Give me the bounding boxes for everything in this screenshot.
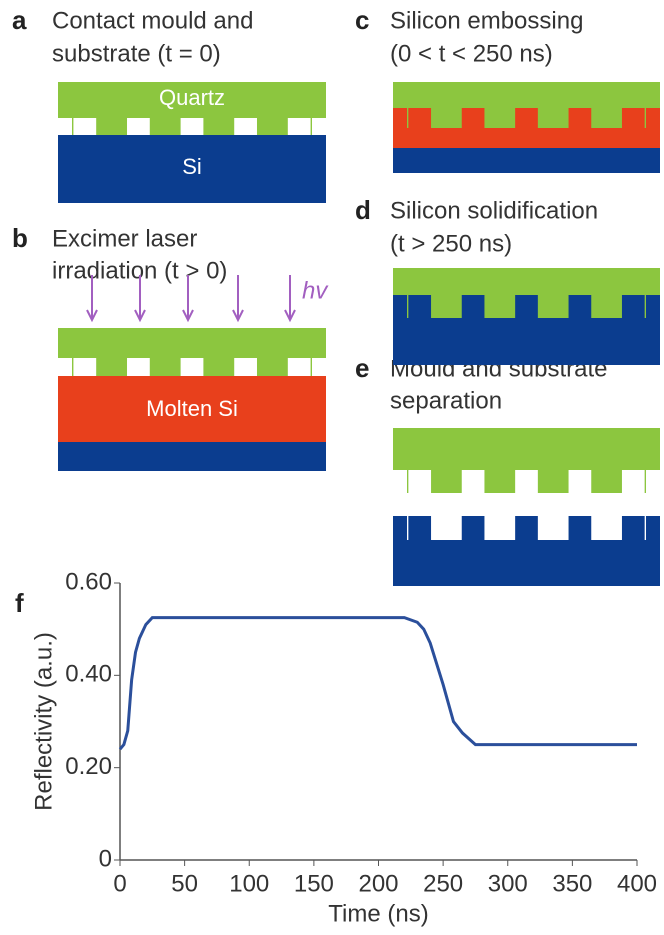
x-axis-label: Time (ns) bbox=[328, 900, 428, 927]
quartz-plate bbox=[58, 328, 326, 358]
quartz-tooth bbox=[72, 117, 73, 135]
y-axis-label: Reflectivity (a.u.) bbox=[30, 632, 57, 811]
y-tick-label: 0.60 bbox=[65, 568, 112, 595]
y-tick-label: 0 bbox=[99, 845, 112, 872]
quartz-tooth bbox=[257, 357, 288, 376]
x-tick-label: 100 bbox=[229, 870, 269, 897]
quartz-tooth bbox=[96, 357, 127, 376]
molten-label: Molten Si bbox=[146, 396, 238, 421]
quartz-tooth bbox=[484, 294, 515, 318]
quartz-tooth bbox=[150, 357, 181, 376]
x-tick-label: 150 bbox=[294, 870, 334, 897]
quartz-tooth bbox=[645, 107, 646, 128]
panel-letter: c bbox=[355, 5, 369, 35]
quartz-tooth bbox=[645, 294, 646, 318]
x-tick-label: 400 bbox=[617, 870, 657, 897]
si-bump bbox=[515, 516, 538, 541]
quartz-tooth bbox=[591, 107, 622, 128]
panel-text: Silicon solidification bbox=[390, 197, 598, 224]
panel-text: (0 < t < 250 ns) bbox=[390, 40, 553, 67]
quartz-tooth bbox=[203, 357, 234, 376]
si-label: Si bbox=[182, 154, 202, 179]
quartz-tooth bbox=[591, 469, 622, 493]
si-bump bbox=[408, 516, 431, 541]
quartz-tooth bbox=[407, 294, 408, 318]
panel-text: Excimer laser bbox=[52, 225, 197, 252]
quartz-tooth bbox=[257, 117, 288, 135]
quartz-tooth bbox=[150, 117, 181, 135]
quartz-tooth bbox=[407, 107, 408, 128]
quartz-tooth bbox=[431, 107, 462, 128]
quartz-tooth bbox=[311, 117, 312, 135]
panel-letter: e bbox=[355, 353, 369, 383]
quartz-tooth bbox=[538, 469, 569, 493]
panel-letter: f bbox=[15, 588, 24, 618]
y-tick-label: 0.40 bbox=[65, 661, 112, 688]
data-line bbox=[120, 618, 637, 750]
si-substrate bbox=[393, 148, 660, 173]
diagrams bbox=[58, 82, 660, 586]
quartz-tooth bbox=[431, 469, 462, 493]
x-tick-label: 350 bbox=[552, 870, 592, 897]
si-bump bbox=[646, 516, 660, 541]
panel-text: Contact mould and bbox=[52, 7, 253, 34]
panel-text: separation bbox=[390, 387, 502, 414]
si-substrate bbox=[58, 442, 326, 471]
quartz-plate bbox=[393, 428, 660, 470]
si-bump bbox=[393, 516, 407, 541]
quartz-tooth bbox=[538, 107, 569, 128]
panel-letter: d bbox=[355, 195, 371, 225]
x-tick-label: 200 bbox=[358, 870, 398, 897]
quartz-tooth bbox=[72, 357, 73, 376]
quartz-tooth bbox=[645, 469, 646, 493]
quartz-plate bbox=[393, 82, 660, 108]
quartz-tooth bbox=[484, 469, 515, 493]
panel-text: Silicon embossing bbox=[390, 7, 583, 34]
quartz-label: Quartz bbox=[159, 85, 225, 110]
si-bump bbox=[622, 516, 645, 541]
panel-letter: b bbox=[12, 223, 28, 253]
figure: a Contact mould and substrate (t = 0) b … bbox=[0, 0, 664, 935]
x-tick-label: 250 bbox=[423, 870, 463, 897]
quartz-tooth bbox=[538, 294, 569, 318]
x-tick-label: 300 bbox=[488, 870, 528, 897]
quartz-tooth bbox=[484, 107, 515, 128]
quartz-tooth bbox=[96, 117, 127, 135]
panel-letter: a bbox=[12, 5, 27, 35]
hv-label: hv bbox=[302, 277, 329, 304]
y-tick-label: 0.20 bbox=[65, 753, 112, 780]
panel-text: (t > 250 ns) bbox=[390, 230, 512, 257]
quartz-tooth bbox=[431, 294, 462, 318]
quartz-tooth bbox=[311, 357, 312, 376]
chart: 0 0.20 0.40 0.60 0 50 100 150 200 250 300 350 400 Tim… bbox=[30, 568, 657, 927]
quartz-plate bbox=[393, 268, 660, 295]
panel-text: substrate (t = 0) bbox=[52, 40, 221, 67]
x-tick-label: 0 bbox=[113, 870, 126, 897]
quartz-tooth bbox=[203, 117, 234, 135]
si-bump bbox=[569, 516, 592, 541]
x-tick-label: 50 bbox=[171, 870, 198, 897]
quartz-tooth bbox=[591, 294, 622, 318]
si-bump bbox=[462, 516, 485, 541]
si-substrate bbox=[393, 540, 660, 586]
quartz-tooth bbox=[407, 469, 408, 493]
